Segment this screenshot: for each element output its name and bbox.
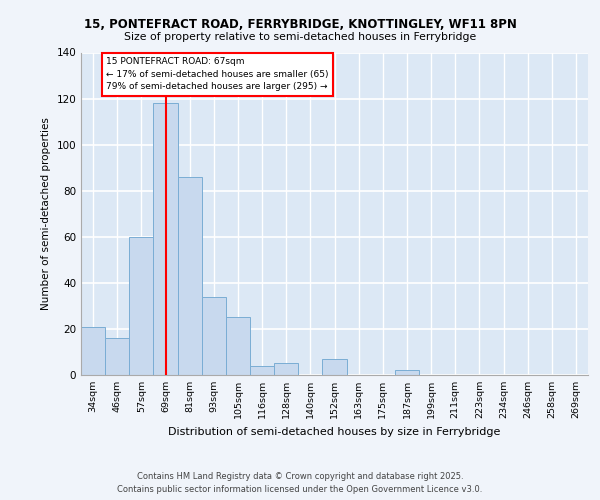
Bar	[274, 364, 298, 375]
Bar	[81, 326, 105, 375]
Bar	[105, 338, 129, 375]
Text: 15 PONTEFRACT ROAD: 67sqm
← 17% of semi-detached houses are smaller (65)
79% of : 15 PONTEFRACT ROAD: 67sqm ← 17% of semi-…	[106, 57, 329, 91]
Bar	[250, 366, 274, 375]
Bar	[154, 103, 178, 375]
X-axis label: Distribution of semi-detached houses by size in Ferrybridge: Distribution of semi-detached houses by …	[169, 426, 500, 436]
Text: 15, PONTEFRACT ROAD, FERRYBRIDGE, KNOTTINGLEY, WF11 8PN: 15, PONTEFRACT ROAD, FERRYBRIDGE, KNOTTI…	[83, 18, 517, 30]
Text: Size of property relative to semi-detached houses in Ferrybridge: Size of property relative to semi-detach…	[124, 32, 476, 42]
Bar	[202, 296, 226, 375]
Text: Contains HM Land Registry data © Crown copyright and database right 2025.
Contai: Contains HM Land Registry data © Crown c…	[118, 472, 482, 494]
Bar	[322, 359, 347, 375]
Bar	[129, 237, 154, 375]
Y-axis label: Number of semi-detached properties: Number of semi-detached properties	[41, 118, 51, 310]
Bar	[178, 177, 202, 375]
Bar	[226, 318, 250, 375]
Bar	[395, 370, 419, 375]
